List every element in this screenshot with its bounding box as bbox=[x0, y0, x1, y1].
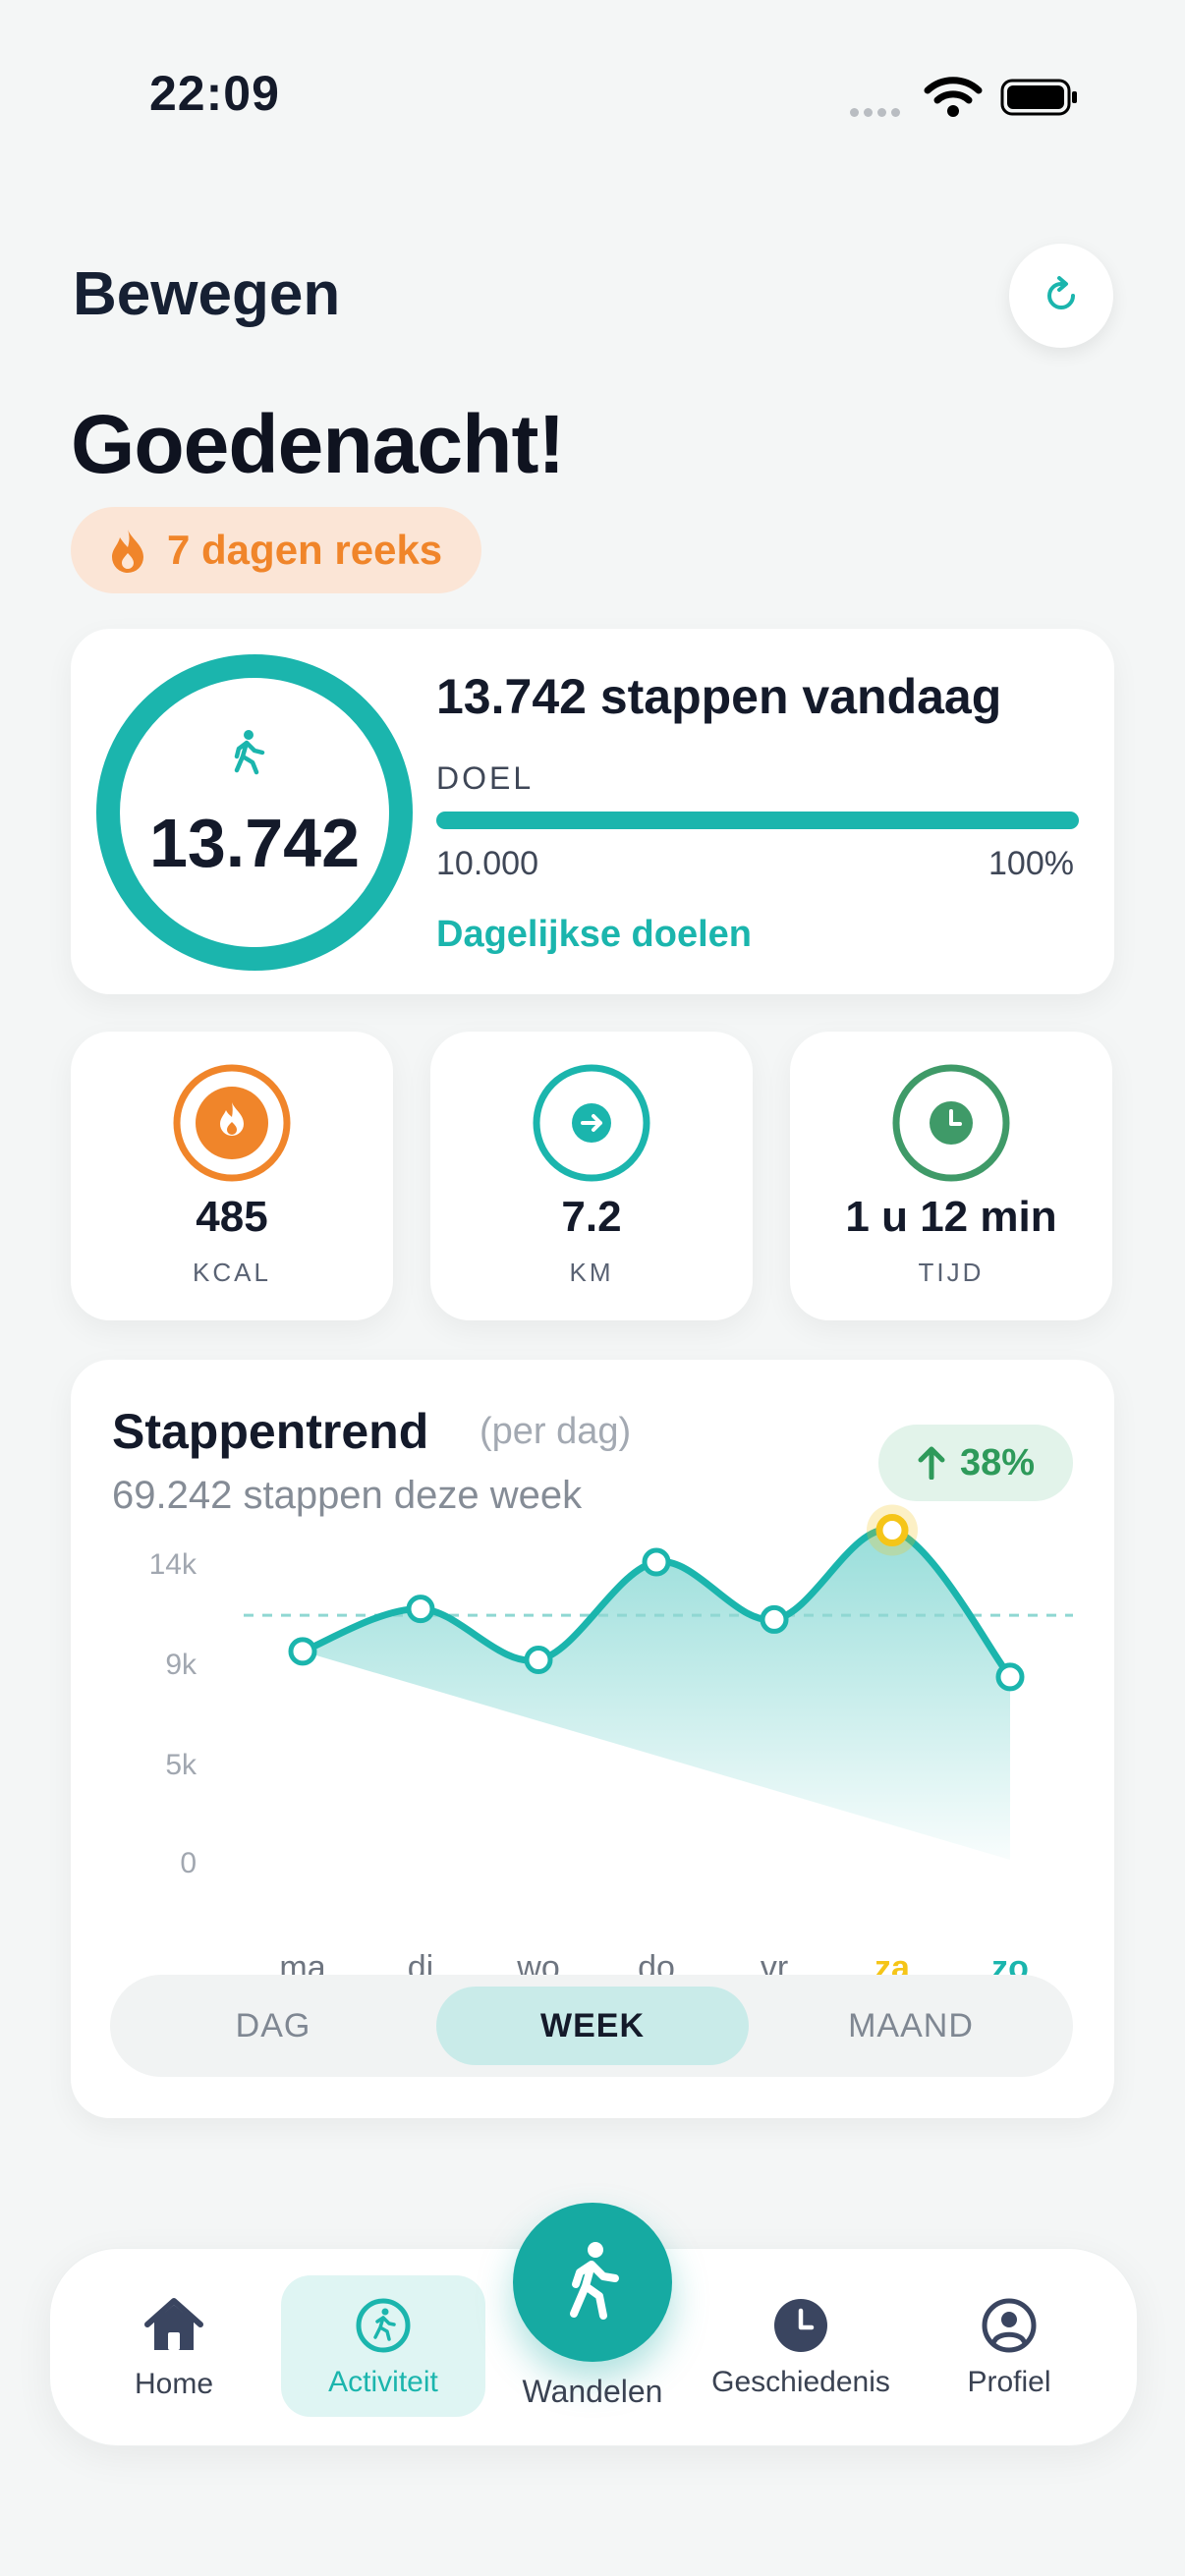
nav-home-label: Home bbox=[134, 2368, 214, 2400]
goal-value: 10.000 bbox=[436, 845, 538, 882]
trend-change-value: 38% bbox=[959, 1441, 1036, 1484]
battery-icon bbox=[1000, 79, 1077, 116]
trend-title: Stappentrend bbox=[112, 1404, 429, 1459]
nav-activity[interactable]: Activiteit bbox=[280, 2277, 486, 2417]
clock-icon bbox=[774, 2299, 827, 2352]
goal-percent: 100% bbox=[988, 845, 1074, 882]
time-value: 1 u 12 min bbox=[845, 1193, 1057, 1241]
walking-icon bbox=[570, 2242, 619, 2320]
wifi-icon bbox=[924, 77, 983, 117]
trend-change-badge: 38% bbox=[878, 1425, 1073, 1501]
signal-dots-icon bbox=[850, 104, 907, 117]
nav-profile-label: Profiel bbox=[967, 2366, 1051, 2398]
goal-progress-bar bbox=[436, 812, 1079, 829]
walking-icon bbox=[234, 730, 265, 775]
trend-subtitle: (per dag) bbox=[480, 1411, 632, 1452]
home-icon bbox=[144, 2298, 203, 2350]
y-tick: 0 bbox=[180, 1847, 197, 1879]
time-unit: TIJD bbox=[918, 1258, 985, 1287]
distance-unit: KM bbox=[569, 1258, 614, 1287]
steps-ring bbox=[96, 654, 413, 971]
arrow-up-icon bbox=[918, 1446, 945, 1480]
nav-history-label: Geschiedenis bbox=[711, 2366, 890, 2398]
period-active-indicator bbox=[436, 1987, 749, 2065]
profile-icon bbox=[982, 2298, 1037, 2353]
goal-label: DOEL bbox=[436, 760, 535, 796]
tab-week[interactable]: WEEK bbox=[540, 2006, 645, 2044]
arrow-right-icon bbox=[533, 1064, 650, 1182]
page-title: Bewegen bbox=[73, 260, 341, 328]
steps-headline: 13.742 stappen vandaag bbox=[436, 669, 1002, 724]
clock-icon bbox=[892, 1064, 1010, 1182]
nav-history[interactable]: Geschiedenis bbox=[698, 2277, 904, 2417]
y-tick: 9k bbox=[165, 1649, 197, 1681]
tab-maand[interactable]: MAAND bbox=[848, 2006, 974, 2044]
distance-value: 7.2 bbox=[561, 1193, 622, 1241]
streak-badge: 7 dagen reeks bbox=[71, 507, 482, 593]
steps-count: 13.742 bbox=[148, 805, 361, 881]
flame-icon bbox=[173, 1064, 291, 1182]
nav-activity-label: Activiteit bbox=[328, 2366, 438, 2398]
nav-profile[interactable]: Profiel bbox=[906, 2277, 1112, 2417]
nav-home[interactable]: Home bbox=[71, 2277, 277, 2417]
daily-goals-link[interactable]: Dagelijkse doelen bbox=[436, 914, 753, 955]
tab-dag[interactable]: DAG bbox=[235, 2006, 311, 2044]
trend-week-total: 69.242 stappen deze week bbox=[112, 1474, 583, 1517]
refresh-icon bbox=[1047, 276, 1075, 309]
y-tick: 5k bbox=[165, 1749, 197, 1781]
refresh-button[interactable] bbox=[1009, 244, 1113, 348]
calories-unit: KCAL bbox=[193, 1258, 271, 1287]
streak-label: 7 dagen reeks bbox=[167, 527, 443, 573]
y-tick: 14k bbox=[148, 1548, 197, 1581]
greeting: Goedenacht! bbox=[71, 398, 565, 490]
walk-start-button[interactable] bbox=[513, 2203, 672, 2362]
nav-walk-label: Wandelen bbox=[522, 2374, 663, 2409]
activity-icon bbox=[356, 2298, 411, 2353]
calories-value: 485 bbox=[196, 1193, 268, 1241]
status-time: 22:09 bbox=[149, 66, 280, 121]
flame-icon bbox=[112, 530, 143, 573]
